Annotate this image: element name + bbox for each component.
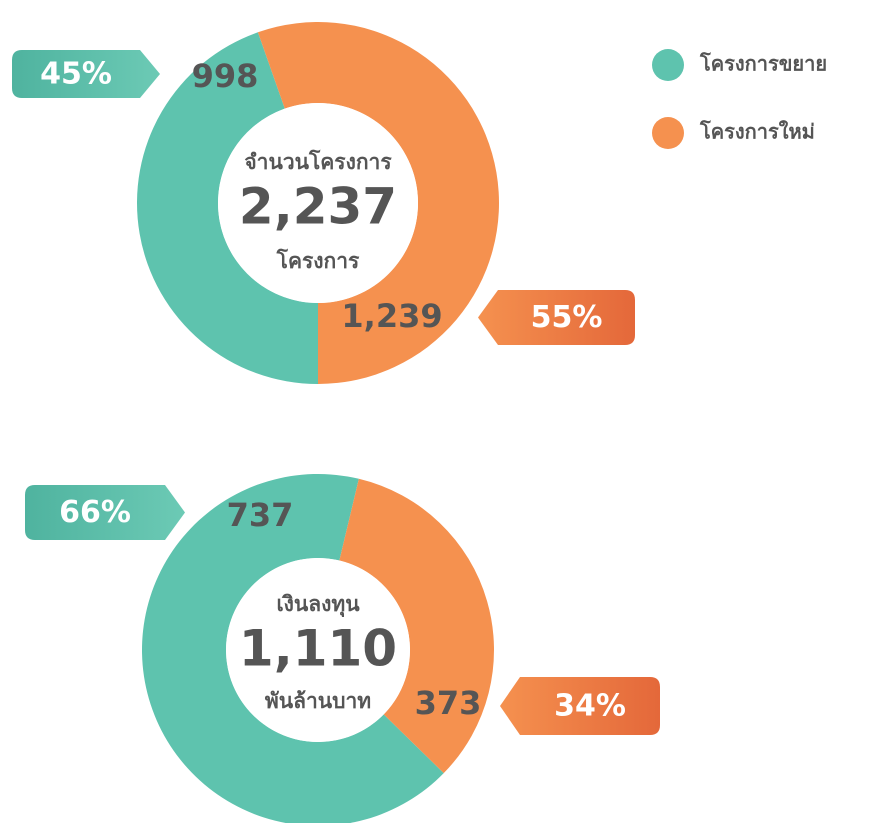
donut-segment [141, 474, 444, 823]
donut-hole [218, 103, 418, 303]
percent-label: 34% [554, 689, 626, 724]
value-label: 373 [415, 684, 482, 722]
value-label: 1,239 [341, 297, 442, 335]
legend-label: โครงการใหม่ [699, 120, 815, 144]
center-total: 2,237 [239, 178, 397, 236]
percent-label: 66% [59, 495, 131, 530]
percent-tag [500, 677, 660, 735]
center-unit: พันล้านบาท [265, 689, 371, 713]
center-title: เงินลงทุน [276, 592, 360, 618]
legend-label: โครงการขยาย [699, 52, 827, 76]
value-label: 998 [192, 57, 259, 95]
donut-segment [257, 22, 500, 385]
center-unit: โครงการ [276, 248, 360, 273]
percent-label: 55% [531, 300, 603, 335]
center-total: 1,110 [239, 620, 397, 678]
center-title: จำนวนโครงการ [244, 149, 392, 174]
percent-tag [12, 50, 160, 98]
percent-tag [478, 290, 635, 345]
donut-segment [339, 478, 494, 774]
percent-label: 45% [40, 57, 112, 92]
value-label: 737 [227, 496, 294, 534]
legend-swatch [652, 117, 684, 149]
donut-hole [226, 558, 410, 742]
percent-tag [25, 485, 185, 540]
donut-segment [137, 32, 318, 385]
legend-swatch [652, 49, 684, 81]
